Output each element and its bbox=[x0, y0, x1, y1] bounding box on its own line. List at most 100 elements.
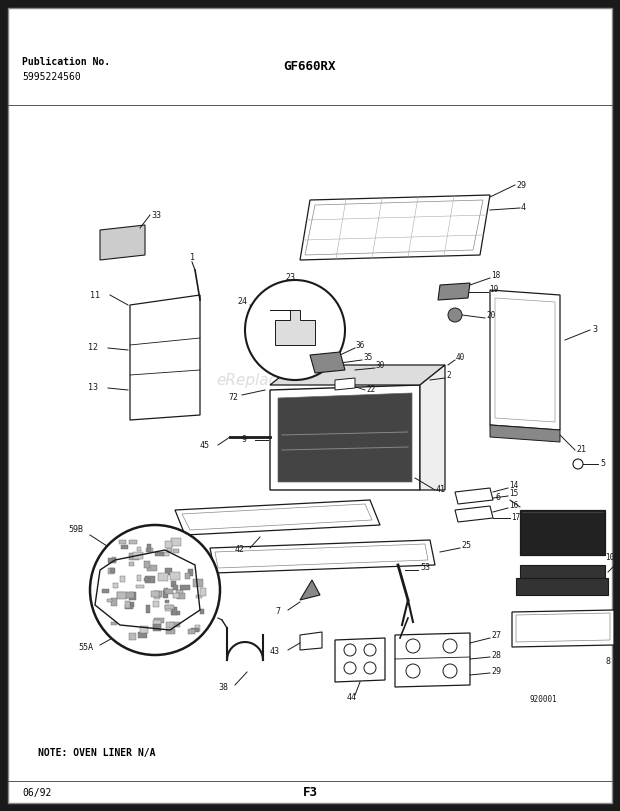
Text: 53: 53 bbox=[420, 564, 430, 573]
Bar bbox=[165, 589, 173, 594]
Text: 55A: 55A bbox=[78, 642, 93, 651]
Text: 41: 41 bbox=[436, 486, 446, 495]
Bar bbox=[165, 568, 172, 575]
Text: 19: 19 bbox=[489, 285, 498, 294]
Bar bbox=[166, 542, 172, 547]
Text: 43: 43 bbox=[270, 647, 280, 656]
Bar bbox=[154, 619, 164, 623]
Bar bbox=[196, 594, 202, 598]
Text: 35: 35 bbox=[363, 354, 372, 363]
Text: 4: 4 bbox=[521, 204, 526, 212]
Bar bbox=[111, 598, 117, 606]
Text: 59B: 59B bbox=[68, 526, 83, 534]
Bar bbox=[117, 592, 125, 598]
Bar bbox=[133, 552, 143, 559]
Bar bbox=[137, 547, 141, 551]
Bar bbox=[146, 547, 153, 552]
Polygon shape bbox=[278, 393, 412, 482]
Text: 17: 17 bbox=[511, 513, 520, 522]
Polygon shape bbox=[490, 290, 560, 430]
Polygon shape bbox=[335, 638, 385, 682]
Text: 40: 40 bbox=[456, 354, 465, 363]
Text: 5: 5 bbox=[600, 460, 605, 469]
Polygon shape bbox=[300, 580, 320, 600]
Bar bbox=[140, 626, 148, 633]
Bar bbox=[129, 633, 136, 640]
Bar bbox=[165, 599, 169, 603]
Bar bbox=[172, 607, 177, 616]
Polygon shape bbox=[395, 633, 470, 687]
Bar bbox=[163, 551, 169, 556]
Bar bbox=[129, 540, 137, 544]
Bar bbox=[195, 624, 200, 631]
Bar bbox=[147, 544, 151, 551]
Text: 13: 13 bbox=[88, 384, 98, 393]
Text: 30: 30 bbox=[376, 361, 385, 370]
Bar bbox=[136, 575, 141, 581]
Polygon shape bbox=[490, 425, 560, 442]
Bar bbox=[191, 628, 198, 633]
Polygon shape bbox=[270, 310, 315, 345]
Bar bbox=[170, 573, 180, 580]
Text: 16: 16 bbox=[509, 501, 518, 510]
Bar bbox=[188, 569, 193, 576]
Text: eReplacementParts.com: eReplacementParts.com bbox=[216, 374, 404, 388]
Bar bbox=[138, 632, 147, 638]
Text: 6: 6 bbox=[495, 494, 500, 503]
Text: 14: 14 bbox=[509, 482, 518, 491]
Bar bbox=[171, 539, 180, 546]
Text: 06/92: 06/92 bbox=[22, 788, 51, 798]
Bar bbox=[148, 564, 157, 571]
Bar bbox=[155, 552, 164, 556]
Polygon shape bbox=[270, 385, 420, 490]
Polygon shape bbox=[175, 500, 380, 535]
Bar bbox=[122, 546, 128, 549]
Polygon shape bbox=[420, 365, 445, 490]
Bar bbox=[154, 590, 159, 599]
Bar bbox=[166, 629, 175, 634]
Text: 10: 10 bbox=[605, 553, 614, 563]
Text: 42: 42 bbox=[235, 544, 245, 553]
Bar bbox=[165, 606, 172, 611]
Polygon shape bbox=[300, 632, 322, 650]
Text: 11: 11 bbox=[90, 290, 100, 299]
Bar bbox=[112, 557, 116, 562]
Bar bbox=[144, 578, 150, 581]
Bar bbox=[119, 540, 126, 543]
Bar bbox=[164, 588, 168, 593]
Bar bbox=[153, 601, 159, 607]
Text: 21: 21 bbox=[576, 445, 586, 454]
Polygon shape bbox=[455, 488, 493, 504]
Polygon shape bbox=[270, 365, 445, 385]
Text: 29: 29 bbox=[491, 667, 501, 676]
Bar bbox=[171, 581, 176, 586]
Bar bbox=[130, 592, 136, 600]
Bar bbox=[185, 573, 190, 579]
Text: 1: 1 bbox=[190, 254, 195, 263]
Bar bbox=[125, 605, 133, 609]
Polygon shape bbox=[512, 610, 614, 647]
Polygon shape bbox=[520, 565, 605, 578]
Text: 72: 72 bbox=[228, 393, 238, 402]
Circle shape bbox=[448, 308, 462, 322]
Bar bbox=[108, 559, 116, 564]
Polygon shape bbox=[438, 283, 470, 300]
Bar bbox=[125, 601, 130, 607]
Bar bbox=[180, 585, 190, 590]
Bar bbox=[129, 552, 139, 560]
Text: 920001: 920001 bbox=[530, 696, 558, 705]
Bar bbox=[193, 579, 203, 586]
Text: 3: 3 bbox=[592, 325, 597, 334]
Bar bbox=[153, 624, 161, 631]
Bar bbox=[158, 573, 168, 581]
Bar bbox=[163, 590, 168, 598]
Text: 5995224560: 5995224560 bbox=[22, 72, 81, 82]
Bar bbox=[130, 603, 134, 607]
Text: 36: 36 bbox=[356, 341, 365, 350]
Text: GF660RX: GF660RX bbox=[284, 60, 336, 73]
Text: 45: 45 bbox=[200, 440, 210, 449]
Bar bbox=[176, 590, 184, 598]
Bar bbox=[126, 592, 134, 598]
Text: 15: 15 bbox=[509, 490, 518, 499]
Text: 8: 8 bbox=[605, 658, 610, 667]
